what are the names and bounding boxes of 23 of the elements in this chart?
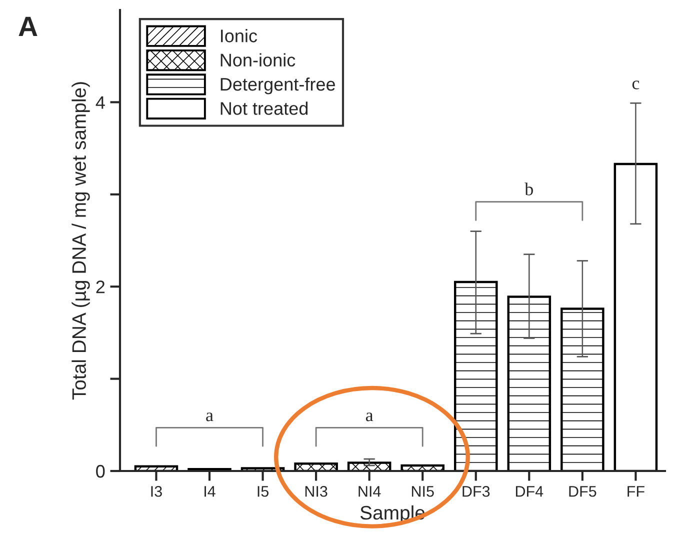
legend-label: Ionic <box>221 29 258 42</box>
legend-label: Detergent-free <box>220 77 335 94</box>
text: A <box>18 16 38 36</box>
annotation: b <box>524 182 533 196</box>
legend-label: Not treated <box>220 102 308 115</box>
x-tick-label: NI4 <box>358 486 381 497</box>
x-tick-label: FF <box>628 486 644 497</box>
x-tick-label: DF4 <box>516 486 544 497</box>
x-tick-label: I3 <box>151 486 162 497</box>
y-tick-label: 0 <box>96 464 105 478</box>
y-axis-title: Total DNA (µg DNA / mg wet sample) <box>72 82 90 400</box>
x-tick-label: DF5 <box>569 486 596 497</box>
x-tick-label: I5 <box>258 486 269 497</box>
annotation: c <box>632 80 640 90</box>
x-tick-label: NI3 <box>305 486 328 497</box>
legend-label: Non-ionic <box>220 53 296 67</box>
y-tick-label: 2 <box>96 280 105 294</box>
x-tick-label: DF3 <box>462 486 490 497</box>
x-tick-label: I4 <box>204 486 216 497</box>
x-tick-label: NI5 <box>412 486 434 497</box>
y-tick-label: 4 <box>96 96 105 109</box>
annotation: a <box>206 412 214 422</box>
annotation: a <box>366 412 374 422</box>
